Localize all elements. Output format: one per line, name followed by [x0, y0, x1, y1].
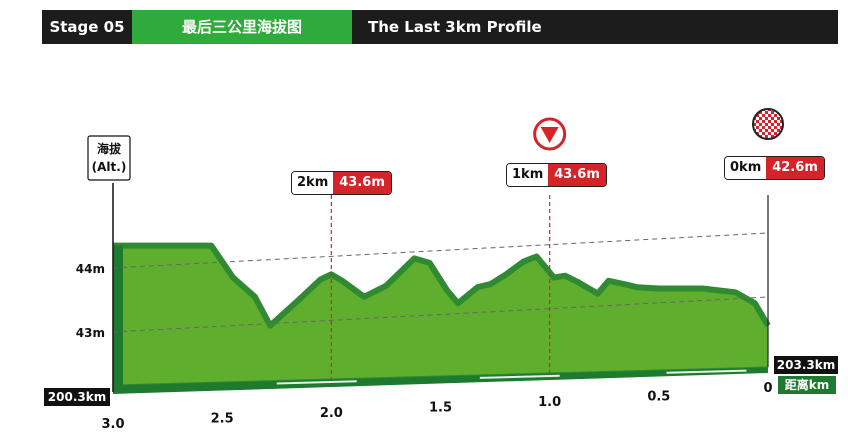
x-tick-label: 1.0: [538, 395, 561, 410]
start-distance-label: 200.3km: [48, 390, 106, 404]
road-stripe: [276, 380, 357, 385]
altitude-guide-line: [112, 296, 769, 333]
marker-altitude: 42.6m: [766, 157, 824, 179]
marker-label: 1km 43.6m: [506, 163, 607, 187]
marker-km: 0km: [725, 157, 767, 179]
profile-left-wall: [113, 245, 123, 385]
marker-label: 0km 42.6m: [724, 156, 825, 180]
triangle-icon: [540, 127, 559, 143]
x-tick-label: 0: [763, 381, 772, 396]
y-axis-title-line1: 海拔: [97, 141, 122, 156]
road-stripe: [666, 369, 747, 374]
title-chinese: 最后三公里海拔图: [132, 10, 352, 44]
y-tick-label: 43m: [76, 326, 105, 340]
x-tick-label: 2.0: [320, 406, 343, 421]
marker-altitude: 43.6m: [548, 164, 606, 186]
y-axis-title-line2: (Alt.): [92, 160, 127, 174]
marker-label: 2km 43.6m: [291, 171, 392, 195]
x-tick-label: 2.5: [211, 412, 234, 427]
elevation-area: [112, 245, 769, 386]
stage-label: Stage 05: [49, 18, 125, 36]
altitude-guide-line: [112, 232, 769, 269]
x-tick-label: 0.5: [647, 390, 670, 405]
finish-flag-icon: [752, 108, 784, 140]
marker-altitude: 43.6m: [333, 172, 391, 194]
profile-base: [113, 365, 768, 394]
x-unit-box: [778, 376, 836, 394]
x-unit-label: 距离km: [785, 377, 830, 392]
x-tick-label: 3.0: [101, 417, 124, 432]
road-stripe: [479, 374, 560, 379]
marker-km: 1km: [507, 164, 549, 186]
y-axis-title-box: [87, 135, 131, 181]
start-distance-box: [44, 388, 110, 406]
elevation-ridge: [113, 242, 771, 329]
header-bar: Stage 05 最后三公里海拔图 The Last 3km Profile: [42, 10, 838, 44]
y-tick-label: 44m: [76, 262, 105, 276]
end-distance-box: [774, 356, 838, 374]
title-english: The Last 3km Profile: [368, 18, 542, 36]
marker-km: 2km: [292, 172, 334, 194]
end-distance-label: 203.3km: [777, 358, 835, 372]
x-tick-label: 1.5: [429, 401, 452, 416]
